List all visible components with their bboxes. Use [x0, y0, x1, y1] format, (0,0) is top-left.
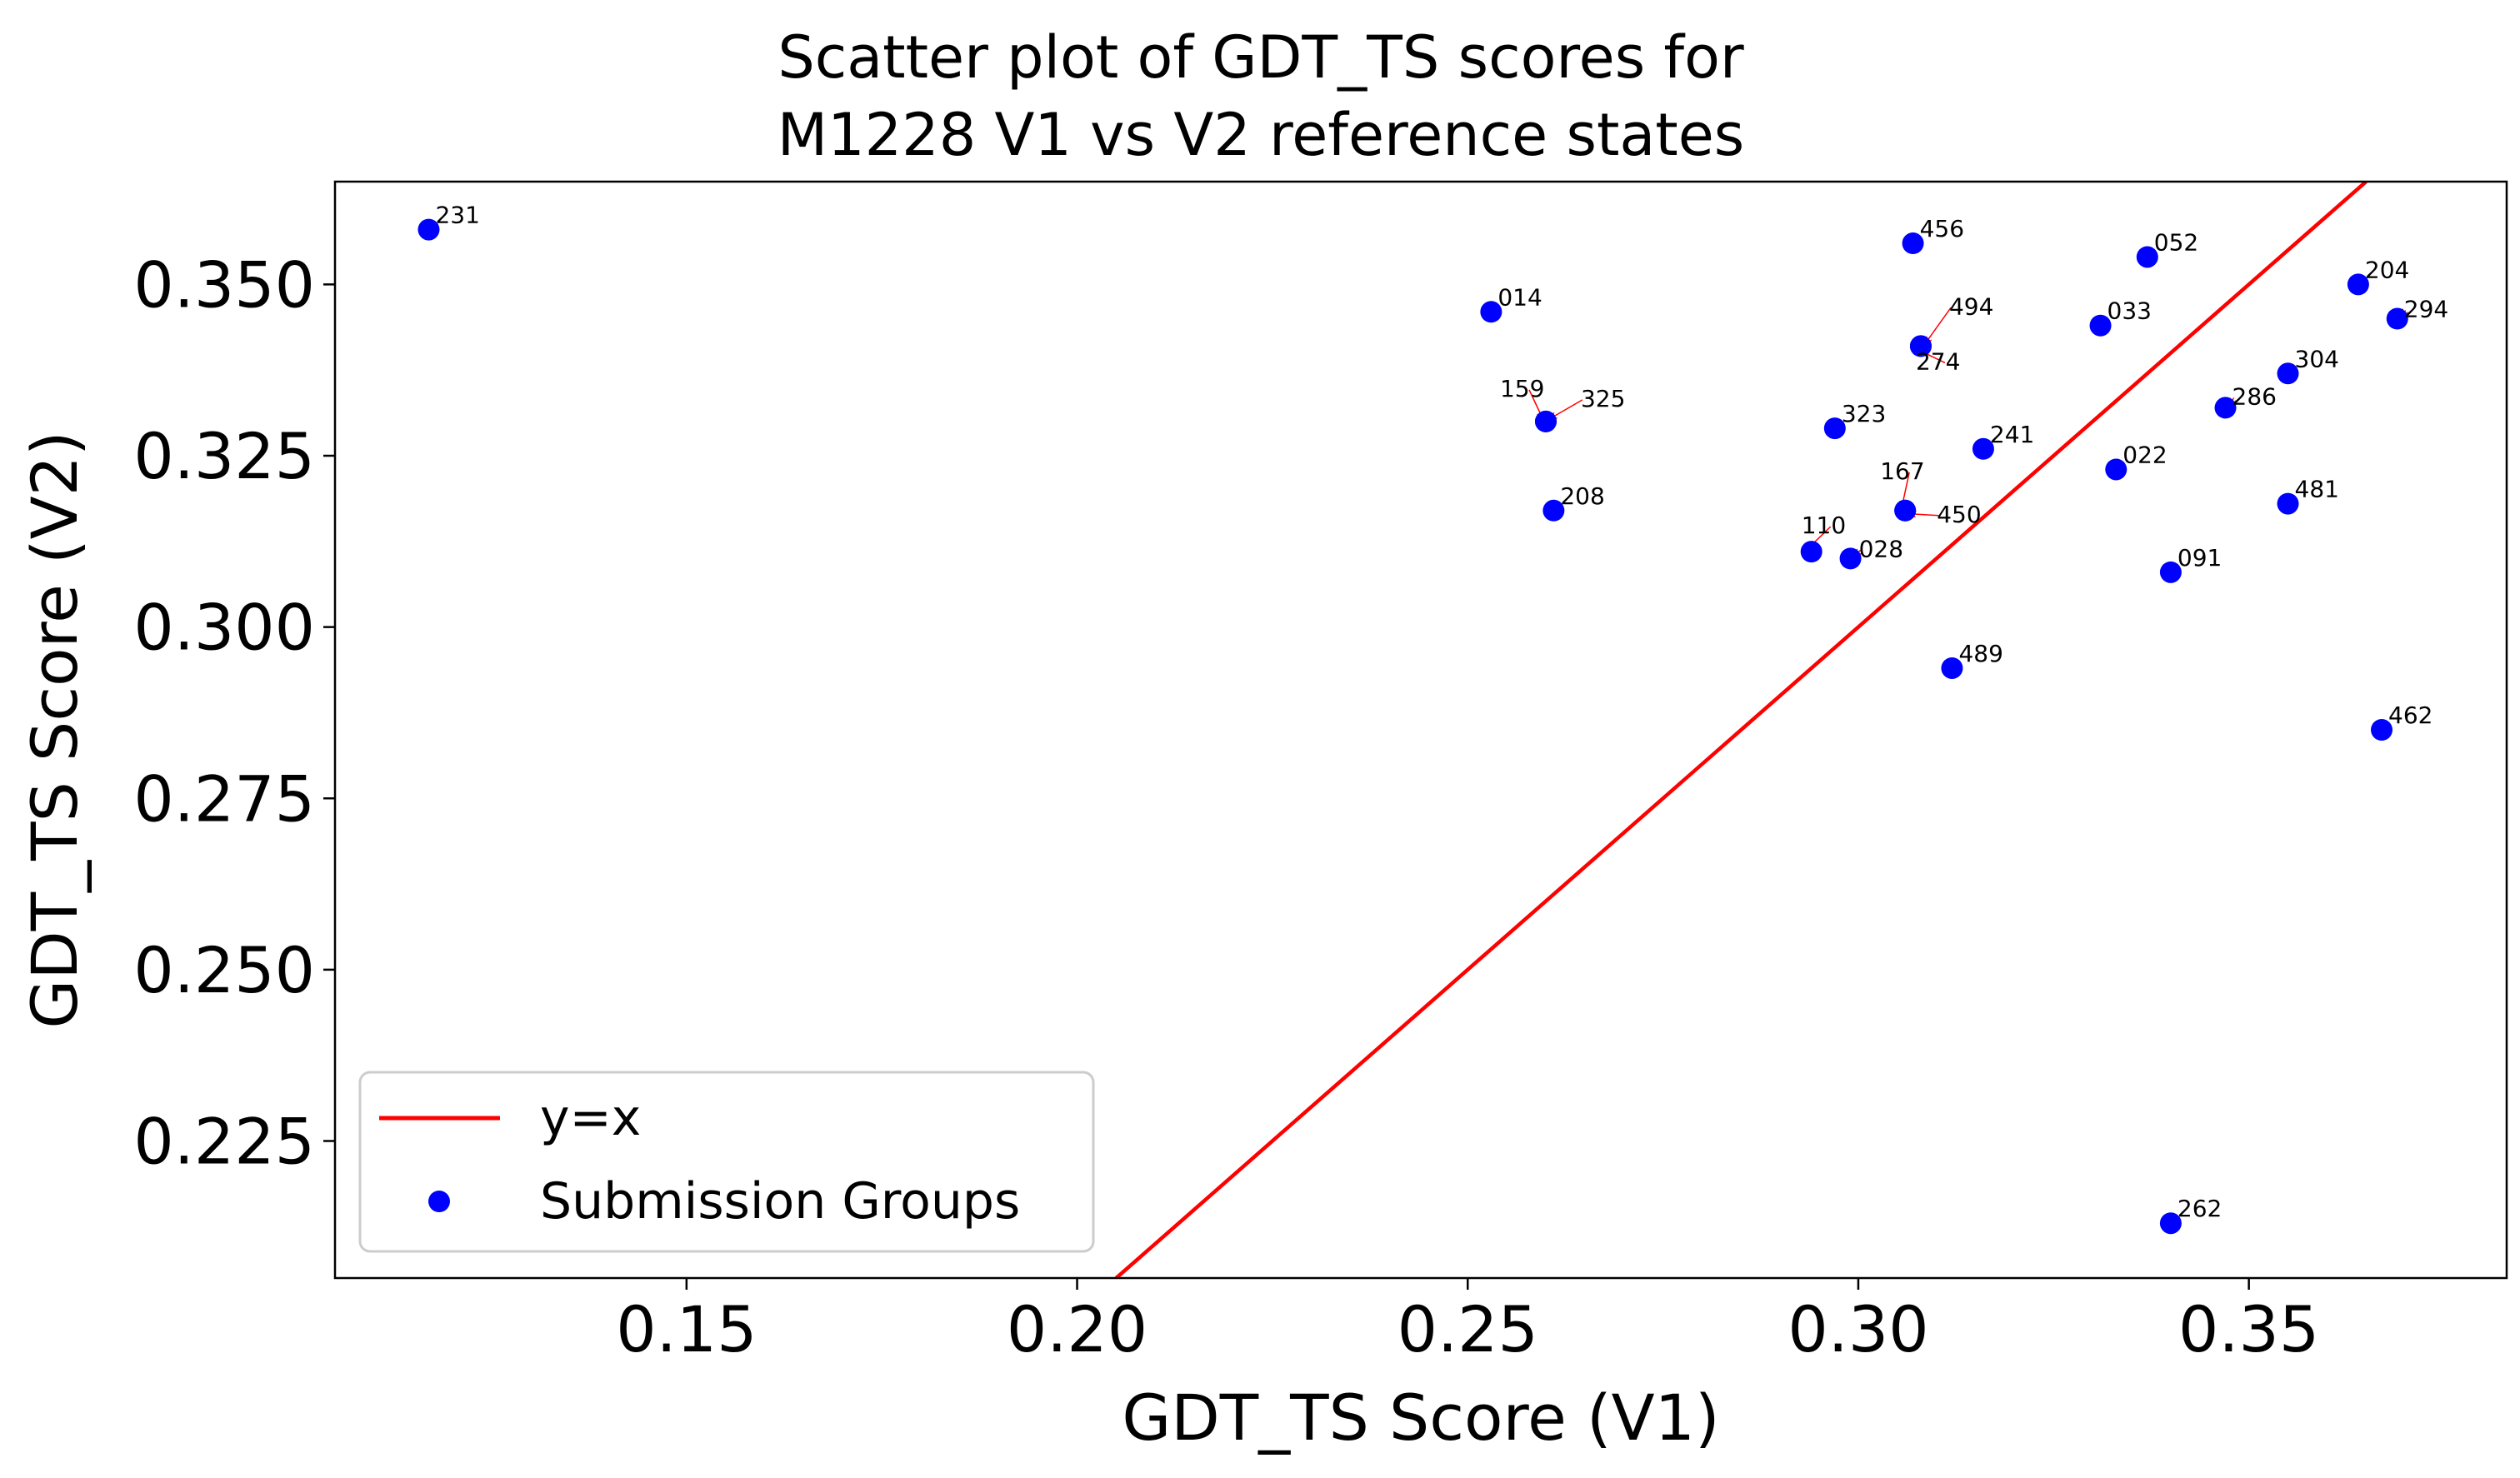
x-tick-label: 0.20: [1007, 1292, 1148, 1366]
x-tick-label: 0.30: [1788, 1292, 1928, 1366]
data-point: [418, 218, 440, 241]
point-label: 091: [2178, 544, 2222, 572]
point-label: 325: [1581, 385, 1625, 412]
chart-title-line-1: Scatter plot of GDT_TS scores for: [778, 23, 1744, 92]
point-label: 052: [2154, 228, 2198, 256]
point-label: 014: [1498, 283, 1542, 311]
plot-frame: [333, 180, 2508, 1280]
data-point: [1823, 417, 1846, 440]
x-tick-label: 0.25: [1398, 1292, 1538, 1366]
data-point: [2089, 314, 2112, 337]
point-label: 241: [1990, 421, 2034, 448]
x-axis: 0.15 0.20 0.25 0.30 0.35: [616, 1278, 2319, 1366]
legend-box: [358, 1071, 1095, 1253]
annotation-arrow: [1926, 307, 1952, 342]
point-label: 489: [1958, 640, 2002, 667]
point-label: 159: [1500, 375, 1544, 402]
data-point: [2347, 273, 2369, 296]
data-point: [1839, 547, 1862, 570]
y-tick-label: 0.275: [133, 761, 315, 836]
point-label: 033: [2108, 297, 2152, 325]
point-label: 028: [1859, 535, 1903, 562]
point-label: 450: [1937, 501, 1981, 528]
data-point: [1972, 437, 1994, 460]
point-label: 274: [1916, 347, 1960, 375]
data-point: [2159, 561, 2182, 583]
point-label: 022: [2122, 441, 2167, 468]
data-point: [2159, 1212, 2182, 1235]
data-point: [1902, 232, 1924, 255]
point-label: 208: [1560, 482, 1604, 510]
point-label: 231: [435, 202, 479, 229]
point-label: 462: [2388, 702, 2432, 729]
y-axis-label: GDT_TS Score (V2): [18, 431, 92, 1028]
point-label: 204: [2365, 256, 2409, 283]
data-point: [1534, 410, 1557, 432]
data-point: [1909, 335, 1932, 357]
data-point: [2386, 307, 2408, 330]
legend-marker-swatch: [428, 1191, 450, 1212]
data-point: [2277, 492, 2299, 515]
data-point: [2277, 362, 2299, 385]
y-tick-label: 0.325: [133, 419, 315, 493]
point-label: 481: [2295, 476, 2339, 503]
point-label: 456: [1920, 215, 1964, 242]
data-point: [2371, 719, 2393, 741]
reference-line-layer: [1114, 182, 2368, 1278]
legend-label-line: y=x: [540, 1089, 641, 1147]
x-tick-label: 0.35: [2178, 1292, 2319, 1366]
y-equals-x-line: [1114, 182, 2368, 1278]
x-tick-label: 0.15: [616, 1292, 757, 1366]
data-point: [1941, 657, 1963, 679]
y-tick-label: 0.350: [133, 247, 315, 322]
annotation-arrow: [1551, 399, 1583, 418]
x-axis-label: GDT_TS Score (V1): [1122, 1381, 1719, 1455]
data-point: [1480, 301, 1502, 323]
point-label: 323: [1842, 400, 1886, 427]
point-label: 494: [1949, 292, 1993, 320]
point-label: 294: [2404, 296, 2448, 323]
data-point: [1894, 499, 1917, 522]
point-label: 304: [2295, 345, 2339, 372]
data-point: [1800, 541, 1822, 563]
chart-title-line-2: M1228 V1 vs V2 reference states: [778, 101, 1745, 169]
point-label: 262: [2178, 1195, 2222, 1222]
points-layer: [418, 218, 2408, 1235]
y-tick-label: 0.225: [133, 1105, 315, 1179]
point-label: 167: [1880, 457, 1924, 485]
y-tick-label: 0.300: [133, 591, 315, 665]
y-tick-label: 0.250: [133, 933, 315, 1007]
data-point: [1542, 499, 1565, 522]
point-label: 110: [1802, 512, 1846, 539]
annotation-layer: [1528, 307, 2406, 555]
legend: y=x Submission Groups: [358, 1071, 1095, 1253]
data-point: [2105, 458, 2128, 481]
point-label: 286: [2232, 382, 2277, 410]
point-labels-layer: 231 014 159 325 208 110 028 323 167 450 456 494 274 4…: [435, 202, 2448, 1223]
legend-label-markers: Submission Groups: [540, 1172, 1020, 1231]
y-axis: 0.225 0.250 0.275 0.300 0.325 0.350: [133, 247, 335, 1179]
data-point: [2136, 246, 2158, 268]
data-point: [2214, 397, 2237, 419]
